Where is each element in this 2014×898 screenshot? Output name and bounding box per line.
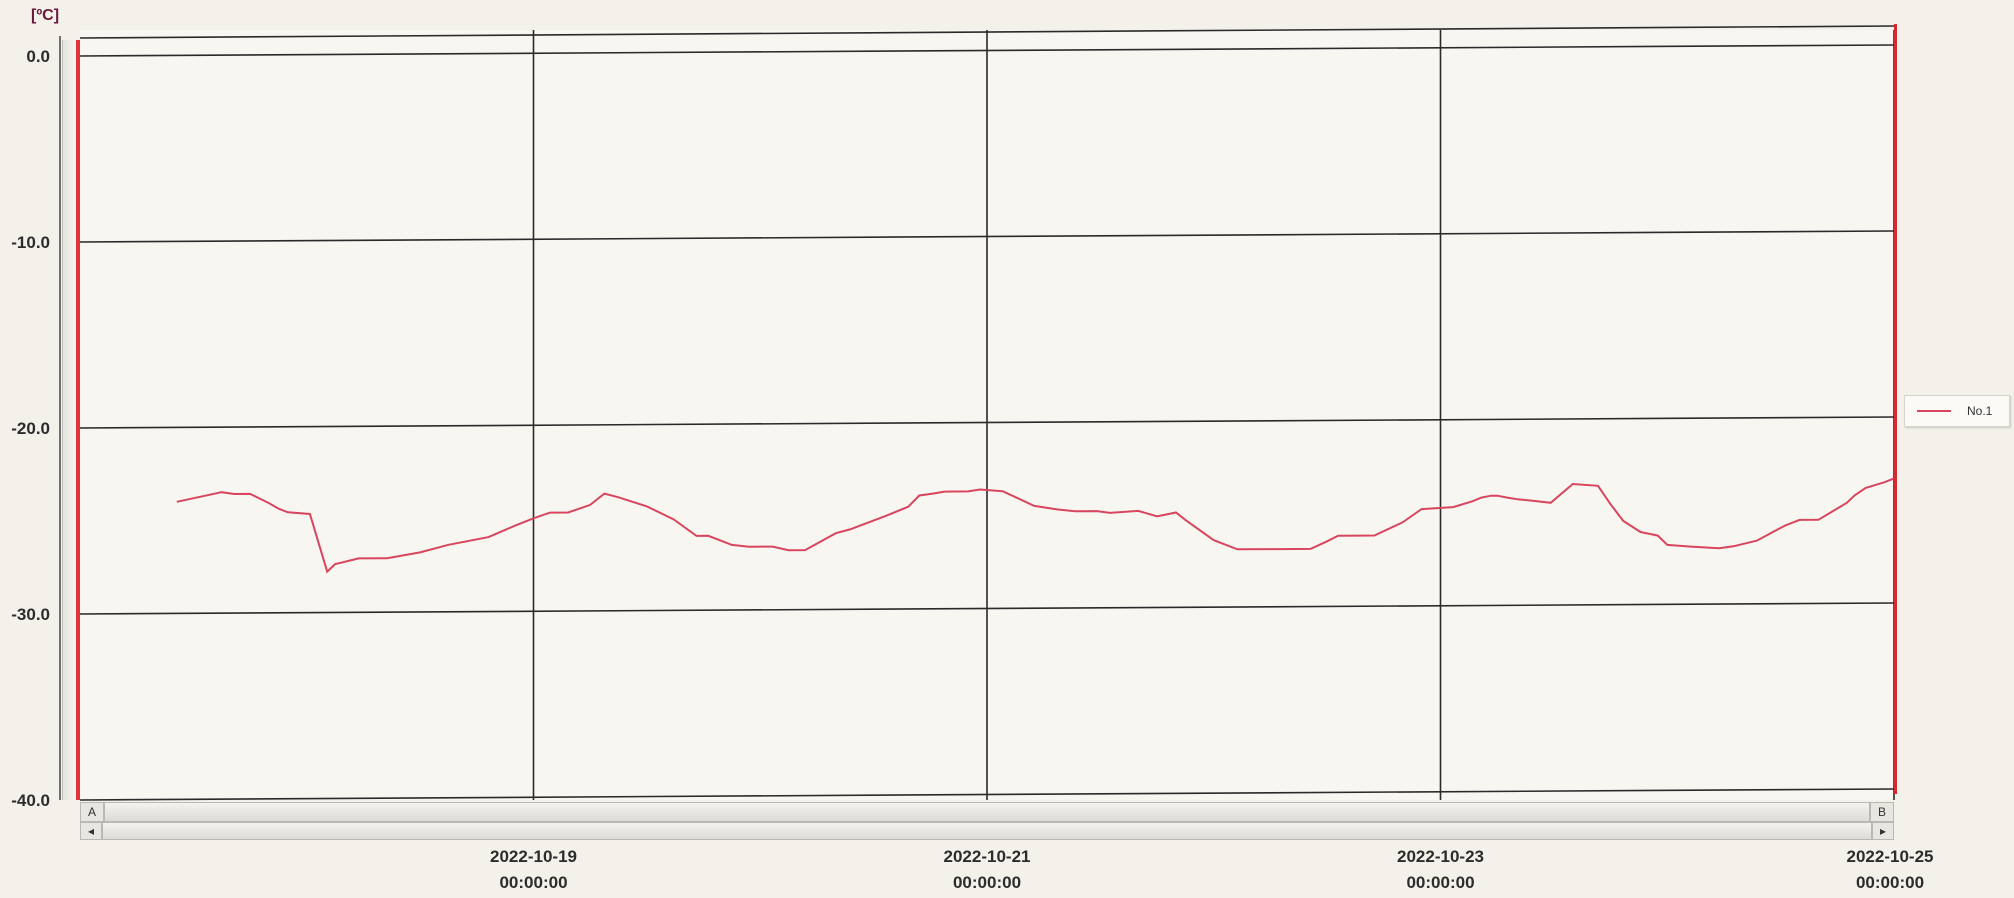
marker-a-button[interactable]: A xyxy=(80,802,104,822)
x-tick-time: 00:00:00 xyxy=(953,873,1021,892)
y-tick-label: -30.0 xyxy=(11,605,50,624)
scroll-left-button[interactable]: ◂ xyxy=(80,822,102,840)
legend: No.1 xyxy=(1904,395,2010,427)
x-tick-date: 2022-10-21 xyxy=(944,847,1031,866)
x-axis-ticks: 2022-10-19 00:00:00 2022-10-21 00:00:00 2022… xyxy=(490,847,1933,892)
marker-b-button[interactable]: B xyxy=(1870,802,1894,822)
legend-label: No.1 xyxy=(1967,404,1993,418)
legend-swatch xyxy=(1917,410,1951,412)
range-track[interactable] xyxy=(104,802,1870,822)
y-tick-label: -40.0 xyxy=(11,791,50,810)
right-cursor-line[interactable] xyxy=(1894,24,1897,794)
x-tick-date: 2022-10-23 xyxy=(1397,847,1484,866)
y-tick-label: 0.0 xyxy=(26,47,50,66)
left-cursor-line[interactable] xyxy=(76,40,80,800)
vertical-scrollbar[interactable] xyxy=(62,40,76,800)
scroll-right-button[interactable]: ▸ xyxy=(1872,822,1894,840)
y-tick-label: -20.0 xyxy=(11,419,50,438)
x-tick-date: 2022-10-19 xyxy=(490,847,577,866)
y-tick-label: -10.0 xyxy=(11,233,50,252)
x-tick-time: 00:00:00 xyxy=(1856,873,1924,892)
horizontal-scrollbar[interactable] xyxy=(102,822,1872,840)
y-axis-ticks: 0.0 -10.0 -20.0 -30.0 -40.0 xyxy=(11,47,50,810)
x-tick-time: 00:00:00 xyxy=(1406,873,1474,892)
x-tick-date: 2022-10-25 xyxy=(1847,847,1934,866)
series-line-no1 xyxy=(176,477,1895,574)
x-tick-time: 00:00:00 xyxy=(499,873,567,892)
unit-label: [ºC] xyxy=(31,7,59,24)
